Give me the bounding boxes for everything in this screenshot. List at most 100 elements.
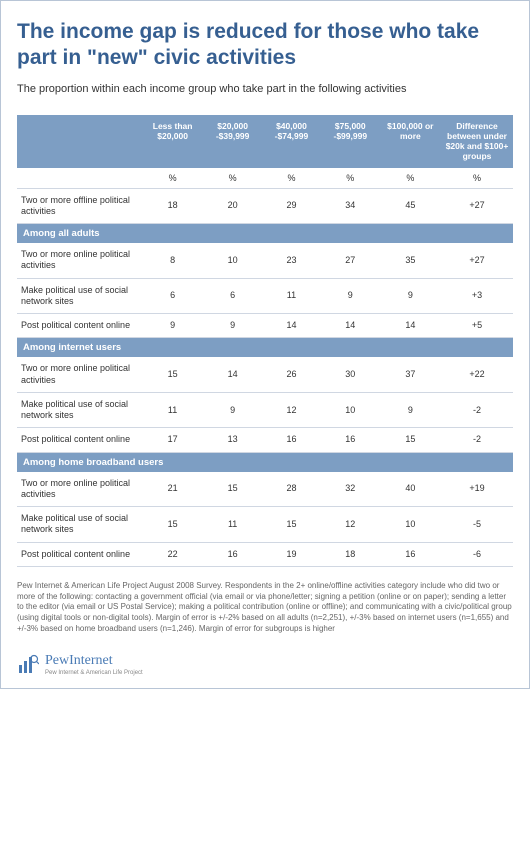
data-cell: -2 <box>441 392 513 428</box>
pew-logo: PewInternet Pew Internet & American Life… <box>17 653 513 676</box>
table-row: Make political use of social network sit… <box>17 507 513 543</box>
row-label: Post political content online <box>17 542 142 566</box>
row-label: Make political use of social network sit… <box>17 278 142 314</box>
table-row: Post political content online2216191816-… <box>17 542 513 566</box>
pew-logo-text: PewInternet <box>45 653 143 669</box>
row-label: Make political use of social network sit… <box>17 392 142 428</box>
data-cell: 9 <box>203 392 262 428</box>
col-header: $40,000 -$74,999 <box>262 115 321 168</box>
data-cell: 30 <box>321 357 380 392</box>
section-header-cell: Among home broadband users <box>17 452 513 472</box>
row-label: Post political content online <box>17 428 142 452</box>
table-row: Post political content online99141414+5 <box>17 314 513 338</box>
data-cell: 27 <box>321 243 380 278</box>
table-row: Post political content online1713161615-… <box>17 428 513 452</box>
pew-logo-icon <box>17 653 39 675</box>
data-cell: -2 <box>441 428 513 452</box>
data-cell: 22 <box>142 542 203 566</box>
pct-cell: % <box>203 168 262 189</box>
data-cell: 26 <box>262 357 321 392</box>
data-cell: 15 <box>380 428 441 452</box>
report-container: The income gap is reduced for those who … <box>0 0 530 689</box>
data-cell: 14 <box>203 357 262 392</box>
pct-cell <box>17 168 142 189</box>
data-table: Less than $20,000$20,000 -$39,999$40,000… <box>17 115 513 567</box>
col-header <box>17 115 142 168</box>
data-cell: 35 <box>380 243 441 278</box>
data-cell: 9 <box>380 278 441 314</box>
data-cell: +27 <box>441 243 513 278</box>
data-cell: 10 <box>203 243 262 278</box>
data-cell: 11 <box>203 507 262 543</box>
data-cell: 12 <box>321 507 380 543</box>
data-cell: 15 <box>142 357 203 392</box>
data-cell: 37 <box>380 357 441 392</box>
data-cell: 11 <box>142 392 203 428</box>
data-cell: 8 <box>142 243 203 278</box>
data-cell: 15 <box>262 507 321 543</box>
data-cell: 15 <box>142 507 203 543</box>
pct-unit-row: %%%%%% <box>17 168 513 189</box>
data-cell: +22 <box>441 357 513 392</box>
data-cell: 11 <box>262 278 321 314</box>
data-cell: 21 <box>142 472 203 507</box>
row-label: Two or more online political activities <box>17 357 142 392</box>
section-header-row: Among all adults <box>17 224 513 244</box>
pct-cell: % <box>441 168 513 189</box>
section-header-row: Among home broadband users <box>17 452 513 472</box>
table-header: Less than $20,000$20,000 -$39,999$40,000… <box>17 115 513 168</box>
col-header: Difference between under $20k and $100+ … <box>441 115 513 168</box>
table-row: Two or more online political activities8… <box>17 243 513 278</box>
section-header-row: Among internet users <box>17 338 513 358</box>
data-cell: -6 <box>441 542 513 566</box>
report-subtitle: The proportion within each income group … <box>17 82 513 97</box>
pct-cell: % <box>142 168 203 189</box>
data-cell: 16 <box>262 428 321 452</box>
col-header: $100,000 or more <box>380 115 441 168</box>
data-cell: +19 <box>441 472 513 507</box>
row-label: Make political use of social network sit… <box>17 507 142 543</box>
pew-logo-text-wrap: PewInternet Pew Internet & American Life… <box>45 653 143 676</box>
data-cell: 14 <box>321 314 380 338</box>
data-cell: 14 <box>380 314 441 338</box>
table-row: Make political use of social network sit… <box>17 278 513 314</box>
data-cell: 9 <box>321 278 380 314</box>
row-label: Two or more online political activities <box>17 472 142 507</box>
pct-cell: % <box>262 168 321 189</box>
data-cell: +5 <box>441 314 513 338</box>
data-cell: 29 <box>262 188 321 224</box>
data-cell: 6 <box>142 278 203 314</box>
data-cell: 9 <box>142 314 203 338</box>
data-cell: 28 <box>262 472 321 507</box>
data-cell: 23 <box>262 243 321 278</box>
section-header-cell: Among internet users <box>17 338 513 358</box>
footnote-text: Pew Internet & American Life Project Aug… <box>17 581 513 635</box>
table-row: Two or more online political activities2… <box>17 472 513 507</box>
data-cell: 16 <box>380 542 441 566</box>
data-cell: -5 <box>441 507 513 543</box>
row-label: Two or more offline political activities <box>17 188 142 224</box>
pct-cell: % <box>380 168 441 189</box>
data-cell: 20 <box>203 188 262 224</box>
data-cell: +27 <box>441 188 513 224</box>
table-row: Two or more online political activities1… <box>17 357 513 392</box>
data-cell: 16 <box>203 542 262 566</box>
col-header: Less than $20,000 <box>142 115 203 168</box>
report-title: The income gap is reduced for those who … <box>17 19 513 72</box>
data-cell: 10 <box>321 392 380 428</box>
pew-logo-sub: Pew Internet & American Life Project <box>45 670 143 676</box>
data-cell: 9 <box>380 392 441 428</box>
table-row: Make political use of social network sit… <box>17 392 513 428</box>
data-cell: 34 <box>321 188 380 224</box>
data-cell: +3 <box>441 278 513 314</box>
data-cell: 17 <box>142 428 203 452</box>
col-header: $20,000 -$39,999 <box>203 115 262 168</box>
data-cell: 32 <box>321 472 380 507</box>
data-cell: 45 <box>380 188 441 224</box>
data-cell: 6 <box>203 278 262 314</box>
row-label: Post political content online <box>17 314 142 338</box>
data-cell: 9 <box>203 314 262 338</box>
data-cell: 10 <box>380 507 441 543</box>
row-label: Two or more online political activities <box>17 243 142 278</box>
data-cell: 19 <box>262 542 321 566</box>
